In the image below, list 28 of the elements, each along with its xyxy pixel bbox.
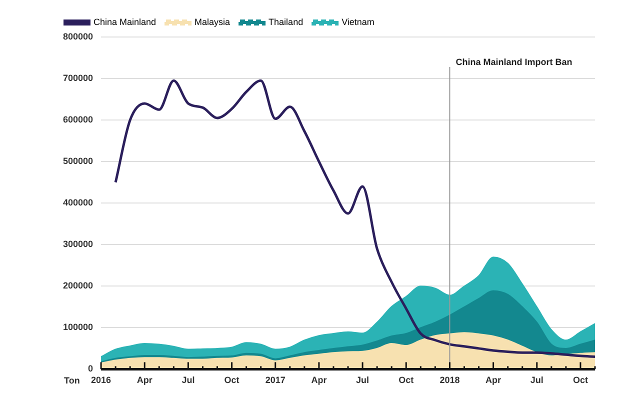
x-tick-label: Oct — [398, 375, 414, 386]
legend-label: Malaysia — [194, 16, 230, 27]
y-tick-label: 0 — [88, 364, 94, 374]
x-tick-label: Apr — [136, 375, 153, 386]
legend-label: Thailand — [268, 16, 304, 27]
x-tick-label: 2017 — [265, 375, 286, 386]
x-tick-label: Jul — [356, 375, 370, 386]
y-tick-label: 800000 — [62, 31, 94, 42]
line-series — [114, 79, 596, 358]
x-tick-label: Jul — [530, 375, 544, 386]
x-tick-label: Apr — [486, 375, 502, 386]
y-tick-label: 300000 — [62, 239, 94, 250]
y-tick-label: 400000 — [62, 198, 94, 208]
x-tick-label: Oct — [224, 375, 240, 386]
x-tick-label: Jul — [182, 375, 195, 386]
legend-label: Vietnam — [342, 16, 374, 27]
y-tick-label: 700000 — [62, 73, 94, 84]
y-tick-label: 600000 — [62, 114, 94, 125]
ref-line-label: China Mainland Import Ban — [456, 56, 572, 67]
x-tick-label: 2016 — [91, 375, 112, 386]
x-tick-label: Oct — [572, 375, 588, 386]
x-tick-label: 2018 — [440, 375, 460, 386]
y-tick-label: 200000 — [62, 280, 94, 291]
legend-label: China Mainland — [94, 16, 156, 27]
y-axis-title: Ton — [64, 376, 80, 386]
y-tick-label: 500000 — [62, 156, 94, 166]
y-tick-label: 100000 — [62, 322, 94, 332]
x-tick-label: Apr — [311, 375, 328, 386]
